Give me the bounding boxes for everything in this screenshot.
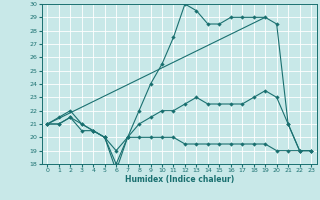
X-axis label: Humidex (Indice chaleur): Humidex (Indice chaleur): [124, 175, 234, 184]
